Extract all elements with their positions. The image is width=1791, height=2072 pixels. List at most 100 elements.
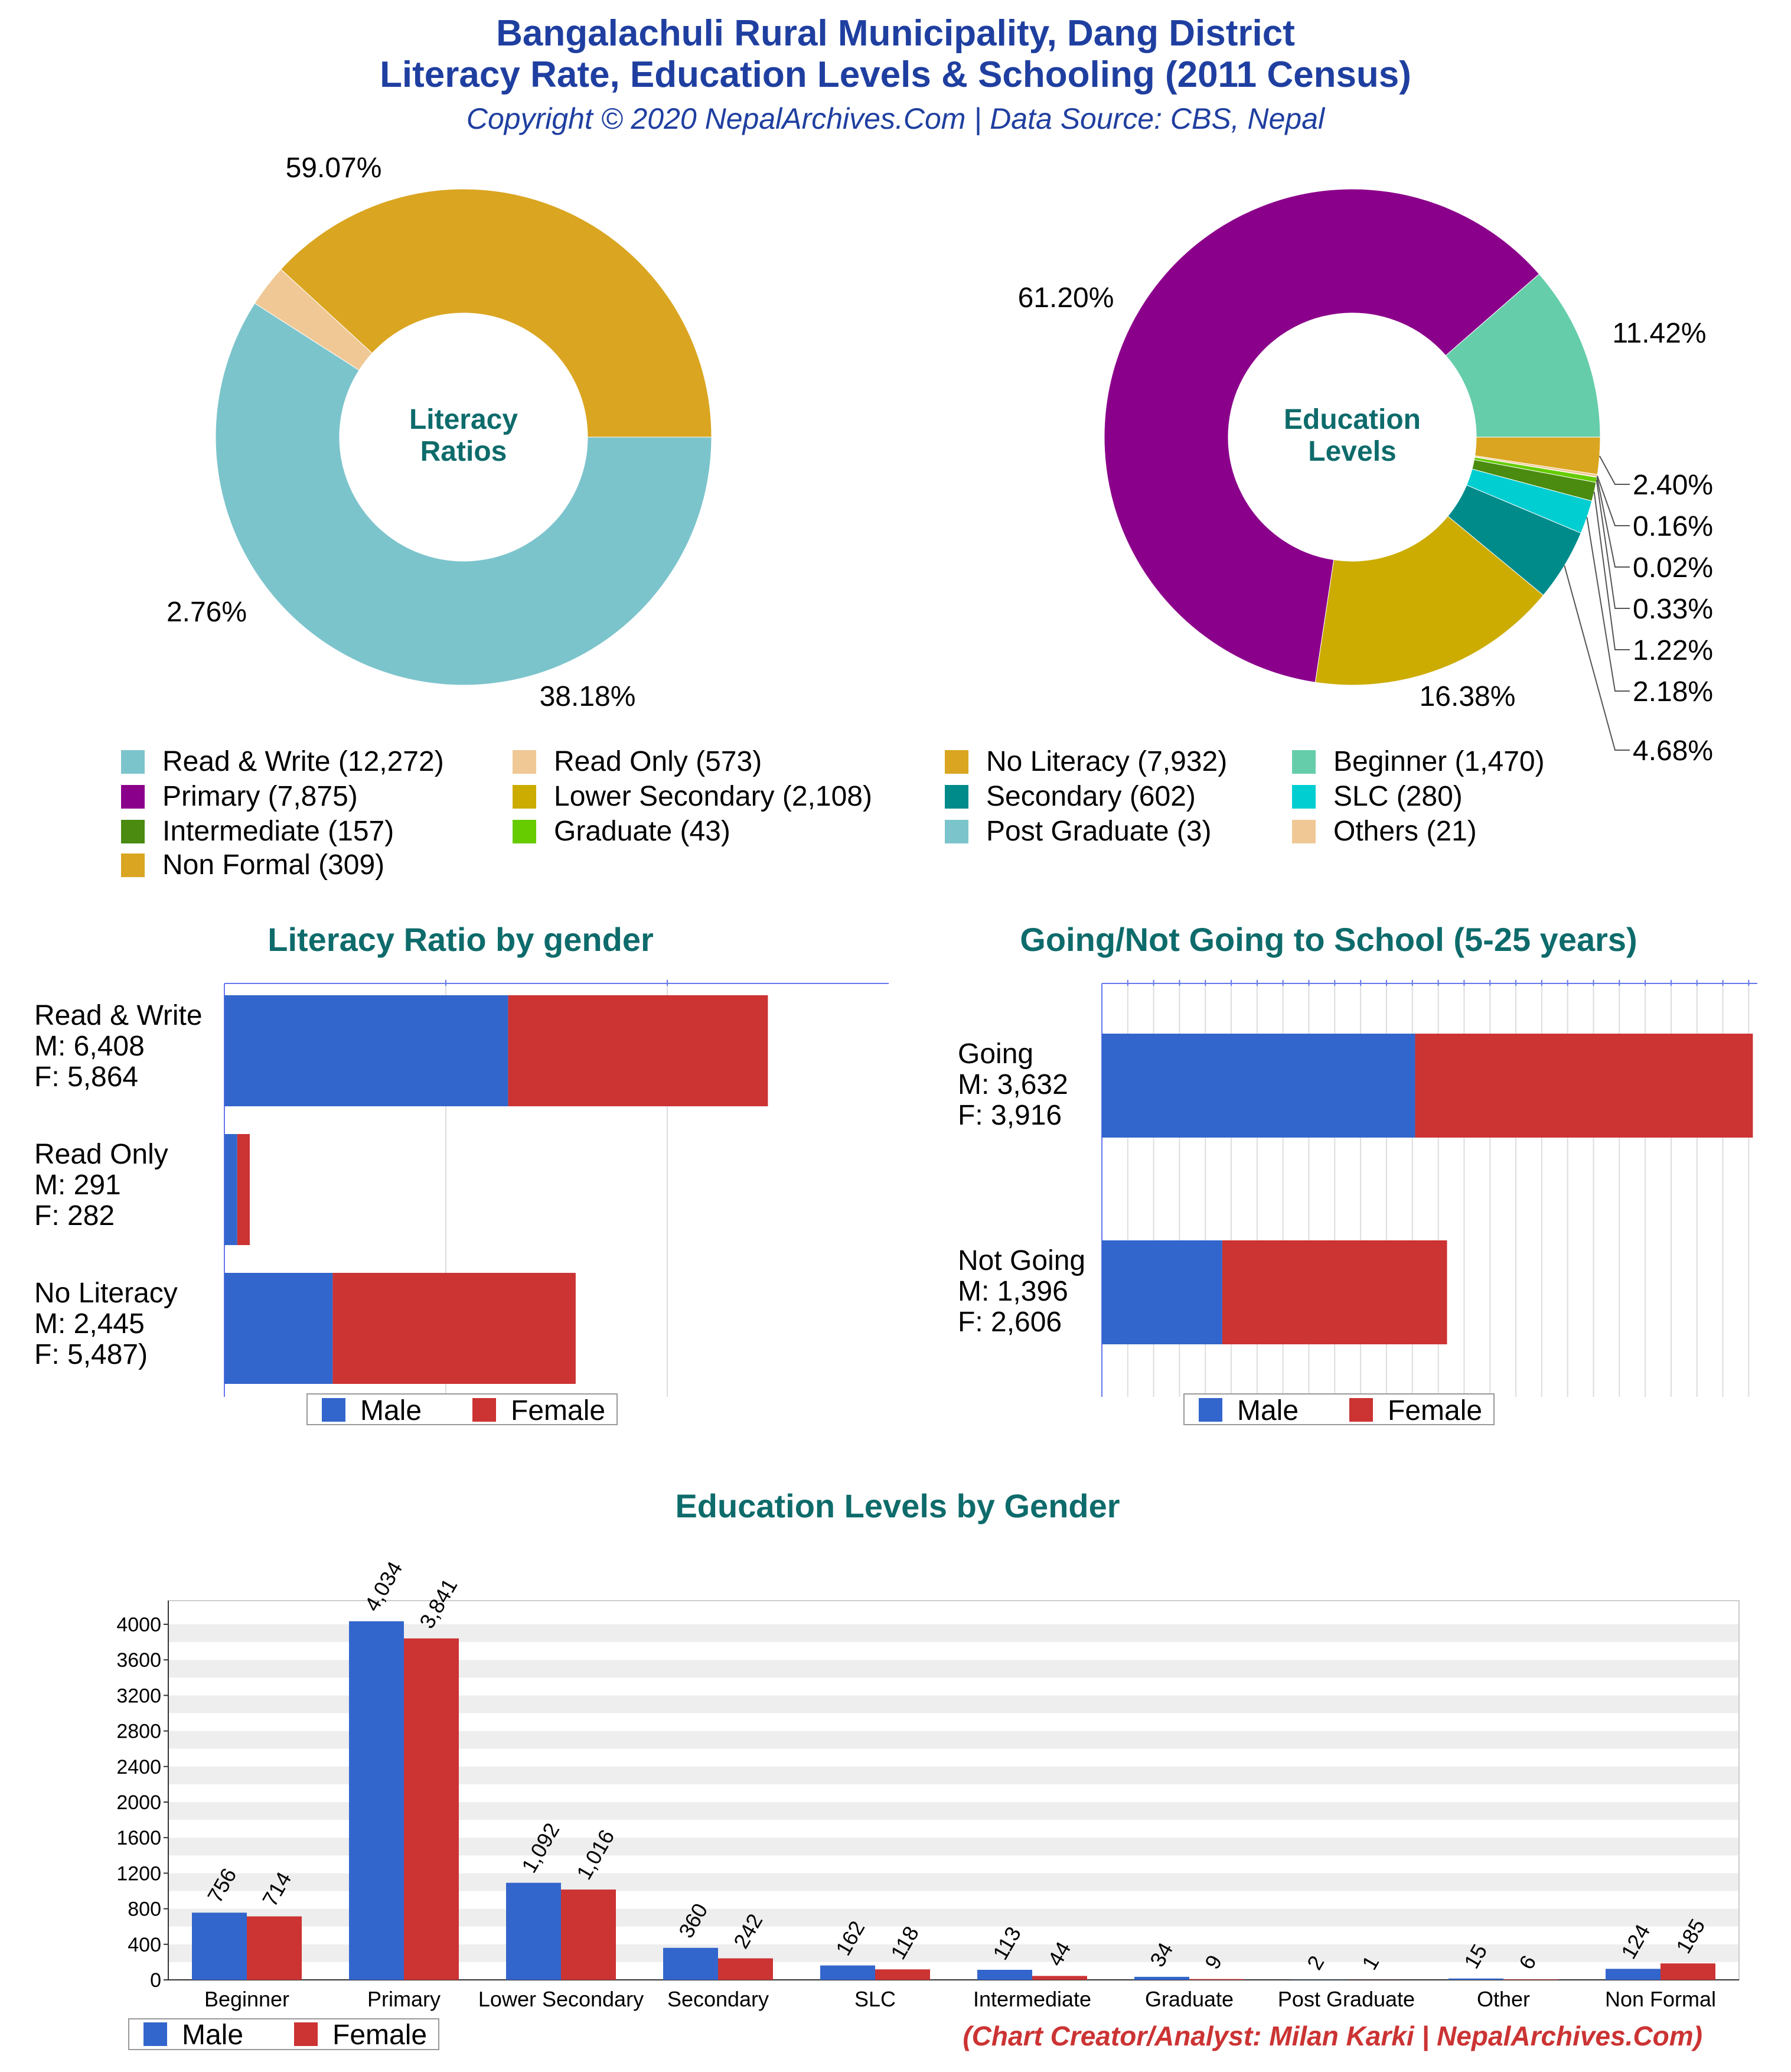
credit-text: (Chart Creator/Analyst: Milan Karki | Ne…: [963, 2021, 1702, 2051]
bar-female-lower-secondary: [561, 1889, 616, 1980]
hbar-category-label: F: 5,864: [34, 1061, 138, 1093]
pie-slice-lower-secondary: [1314, 516, 1544, 686]
legend-non-formal: Non Formal (309): [121, 849, 384, 881]
hbar-category-label: Read Only: [34, 1139, 168, 1170]
pie-leader-line: [1596, 477, 1630, 568]
hbar-category-label: M: 6,408: [34, 1031, 145, 1062]
x-tick-label: Post Graduate: [1278, 1987, 1415, 2011]
y-tick-label: 800: [128, 1898, 161, 1921]
x-tick-label: SLC: [854, 1987, 896, 2011]
subtitle: Copyright © 2020 NepalArchives.Com | Dat…: [466, 102, 1325, 135]
bar-female-beginner: [247, 1916, 302, 1980]
legend-no-literacy: No Literacy (7,932): [945, 745, 1227, 778]
legend-label: Primary (7,875): [162, 781, 358, 812]
x-tick-label: Other: [1477, 1987, 1530, 2011]
hbar-category-label: Going: [958, 1038, 1033, 1070]
legend-label-female: Female: [511, 1395, 605, 1426]
hbar-category-label: M: 2,445: [34, 1308, 145, 1340]
bar-male-read-write: [224, 995, 508, 1106]
pie-center-label: Levels: [1308, 436, 1396, 467]
pie-pct-label: 2.76%: [167, 597, 247, 628]
legend-swatch: [121, 853, 145, 877]
x-tick-label: Primary: [367, 1987, 441, 2011]
legend-swatch: [945, 784, 968, 809]
hbar-category-label: F: 282: [34, 1200, 115, 1232]
legend-graduate: Graduate (43): [513, 815, 730, 848]
legend-label: Non Formal (309): [162, 849, 385, 881]
legend-swatch: [945, 750, 968, 774]
legend-label-male: Male: [360, 1395, 422, 1426]
x-tick-label: Secondary: [667, 1987, 769, 2011]
pie-leader-line: [1586, 517, 1630, 692]
legend-slc: SLC (280): [1292, 780, 1463, 813]
legend-label: Beginner (1,470): [1333, 746, 1545, 777]
hbar-category-label: Not Going: [958, 1245, 1085, 1276]
pie-pct-label: 0.16%: [1633, 511, 1713, 542]
bar-female-read-only: [237, 1134, 250, 1245]
hbar-category-label: M: 1,396: [958, 1276, 1068, 1307]
legend-box: [306, 1393, 618, 1425]
legend-box: [128, 2018, 439, 2050]
bar-male-going: [1102, 1034, 1415, 1138]
x-tick-label: Non Formal: [1605, 1987, 1716, 2011]
x-tick-label: Graduate: [1145, 1987, 1234, 2011]
hbar-category-label: Read & Write: [34, 1000, 203, 1031]
legend-label-male: Male: [182, 2019, 243, 2051]
legend-label-female: Female: [332, 2019, 427, 2051]
y-tick-label: 3200: [116, 1685, 161, 1707]
bar-female-no-literacy: [332, 1273, 576, 1384]
literacy-gender-title: Literacy Ratio by gender: [267, 921, 654, 958]
hbar-category-label: M: 3,632: [958, 1069, 1068, 1100]
y-tick-label: 400: [128, 1934, 161, 1956]
legend-swatch-male: [322, 1398, 345, 1422]
legend-label: Secondary (602): [986, 781, 1196, 812]
legend-swatch: [1292, 784, 1316, 809]
legend-swatch-female: [1349, 1398, 1373, 1422]
hbar-category-label: F: 5,487): [34, 1339, 148, 1370]
legend-swatch-female: [472, 1398, 496, 1422]
legend-post-graduate: Post Graduate (3): [945, 815, 1212, 848]
pie-pct-label: 0.33%: [1633, 594, 1713, 625]
legend-swatch-male: [1199, 1398, 1222, 1422]
data-label: 3,841: [415, 1574, 462, 1633]
pie-leader-line: [1564, 565, 1630, 751]
title-line-1: Bangalachuli Rural Municipality, Dang Di…: [496, 13, 1295, 54]
y-tick-label: 3600: [116, 1649, 161, 1672]
bar-male-non-formal: [1606, 1969, 1660, 1980]
legend-secondary: Secondary (602): [945, 780, 1196, 813]
pie-slice-beginner: [1445, 273, 1601, 438]
bar-female-secondary: [718, 1958, 773, 1980]
bar-female-read-write: [508, 995, 768, 1106]
pie-leader-line: [1598, 455, 1630, 485]
bar-male-primary: [349, 1621, 404, 1980]
pie-leader-line: [1593, 491, 1630, 650]
y-tick-label: 2400: [116, 1756, 161, 1778]
bar-female-non-formal: [1660, 1963, 1715, 1980]
legend-label: Others (21): [1333, 816, 1477, 847]
pie-pct-label: 0.02%: [1633, 552, 1713, 584]
education-gender-title: Education Levels by Gender: [675, 1487, 1120, 1524]
legend-swatch: [1292, 819, 1316, 843]
pie-pct-label: 2.40%: [1633, 470, 1713, 501]
y-tick-label: 1600: [116, 1827, 161, 1849]
legend-label: SLC (280): [1333, 781, 1463, 812]
y-tick-label: 4000: [116, 1614, 161, 1636]
legend-label: Read & Write (12,272): [162, 746, 444, 777]
legend-beginner: Beginner (1,470): [1292, 745, 1545, 778]
bar-female-slc: [875, 1969, 930, 1980]
bar-male-secondary: [663, 1947, 718, 1980]
bar-male-intermediate: [977, 1969, 1032, 1980]
legend-lower-secondary: Lower Secondary (2,108): [513, 780, 872, 813]
legend-box: [1183, 1393, 1495, 1425]
legend-label: Graduate (43): [554, 816, 730, 847]
bar-male-read-only: [224, 1134, 237, 1245]
legend-swatch: [513, 750, 536, 774]
hbar-category-label: M: 291: [34, 1169, 121, 1201]
pie-pct-label: 11.42%: [1612, 318, 1706, 349]
bar-female-not-going: [1222, 1240, 1447, 1344]
legend-swatch-female: [294, 2022, 318, 2046]
bar-male-other: [1449, 1978, 1503, 1980]
legend-label: Post Graduate (3): [986, 816, 1212, 847]
legend-others: Others (21): [1292, 815, 1477, 848]
legend-swatch: [513, 784, 536, 809]
